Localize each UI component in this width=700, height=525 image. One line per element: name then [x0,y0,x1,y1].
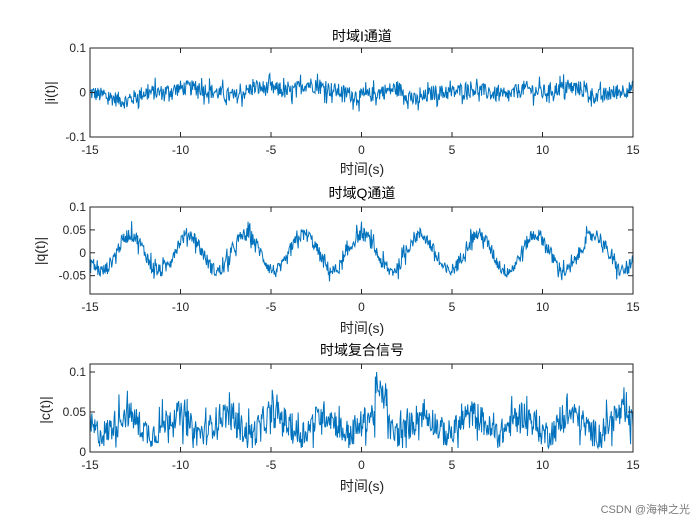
ylabel-i-channel: |i(t)| [42,81,58,105]
xlabel-composite-signal: 时间(s) [340,478,384,494]
x-tick-label-i-channel: 0 [358,143,365,157]
ylabel-q-channel: |q(t)| [32,237,48,265]
panel-q-channel: 时域Q通道 时间(s) |q(t)| -15 -10 -5 0 5 10 15 -0.05 0 0… [32,185,640,336]
signal-trace-q-channel [89,221,634,282]
x-tick-label-i-channel: 15 [626,143,640,157]
x-tick-label-composite-signal: 0 [358,458,365,472]
x-tick-label-composite-signal: -15 [81,458,99,472]
y-tick-label-composite-signal: 0.05 [63,405,87,419]
x-tick-label-q-channel: -15 [81,300,99,314]
watermark: CSDN @海神之光 [600,504,690,516]
panel-i-channel: 时域I通道 时间(s) |i(t)| -15 -10 -5 0 5 10 15 -0.1 0 0.… [42,28,640,177]
title-q-channel: 时域Q通道 [329,185,396,201]
x-tick-label-i-channel: -5 [266,143,277,157]
x-tick-label-i-channel: 5 [449,143,456,157]
y-tick-label-q-channel: 0 [79,246,86,260]
title-i-channel: 时域I通道 [332,28,392,44]
x-tick-label-i-channel: 10 [536,143,550,157]
panel-composite-signal: 时域复合信号 时间(s) |c(t)| -15 -10 -5 0 5 10 15 0 0.05 0… [37,342,640,494]
x-tick-label-composite-signal: 5 [449,458,456,472]
x-tick-label-q-channel: 15 [626,300,640,314]
y-tick-label-q-channel: 0.05 [63,223,87,237]
y-tick-label-composite-signal: 0 [79,445,86,459]
y-tick-label-composite-signal: 0.1 [69,365,86,379]
y-tick-label-q-channel: 0.1 [69,200,86,214]
y-tick-label-i-channel: 0 [79,86,86,100]
x-tick-label-q-channel: 10 [536,300,550,314]
xlabel-q-channel: 时间(s) [340,320,384,336]
x-tick-label-q-channel: 5 [449,300,456,314]
x-tick-label-q-channel: -10 [172,300,190,314]
x-tick-label-composite-signal: 15 [626,458,640,472]
y-tick-label-i-channel: -0.1 [65,130,86,144]
x-tick-label-i-channel: -10 [172,143,190,157]
x-tick-label-q-channel: -5 [266,300,277,314]
x-tick-label-composite-signal: -10 [172,458,190,472]
xlabel-i-channel: 时间(s) [340,161,384,177]
y-tick-label-i-channel: 0.1 [69,41,86,55]
signal-trace-composite-signal [89,371,634,450]
signal-trace-i-channel [89,71,634,112]
x-tick-label-q-channel: 0 [358,300,365,314]
ylabel-composite-signal: |c(t)| [37,396,53,424]
x-tick-label-composite-signal: 10 [536,458,550,472]
title-composite-signal: 时域复合信号 [320,342,404,358]
x-tick-label-i-channel: -15 [81,143,99,157]
y-tick-label-q-channel: -0.05 [59,269,87,283]
x-tick-label-composite-signal: -5 [266,458,277,472]
